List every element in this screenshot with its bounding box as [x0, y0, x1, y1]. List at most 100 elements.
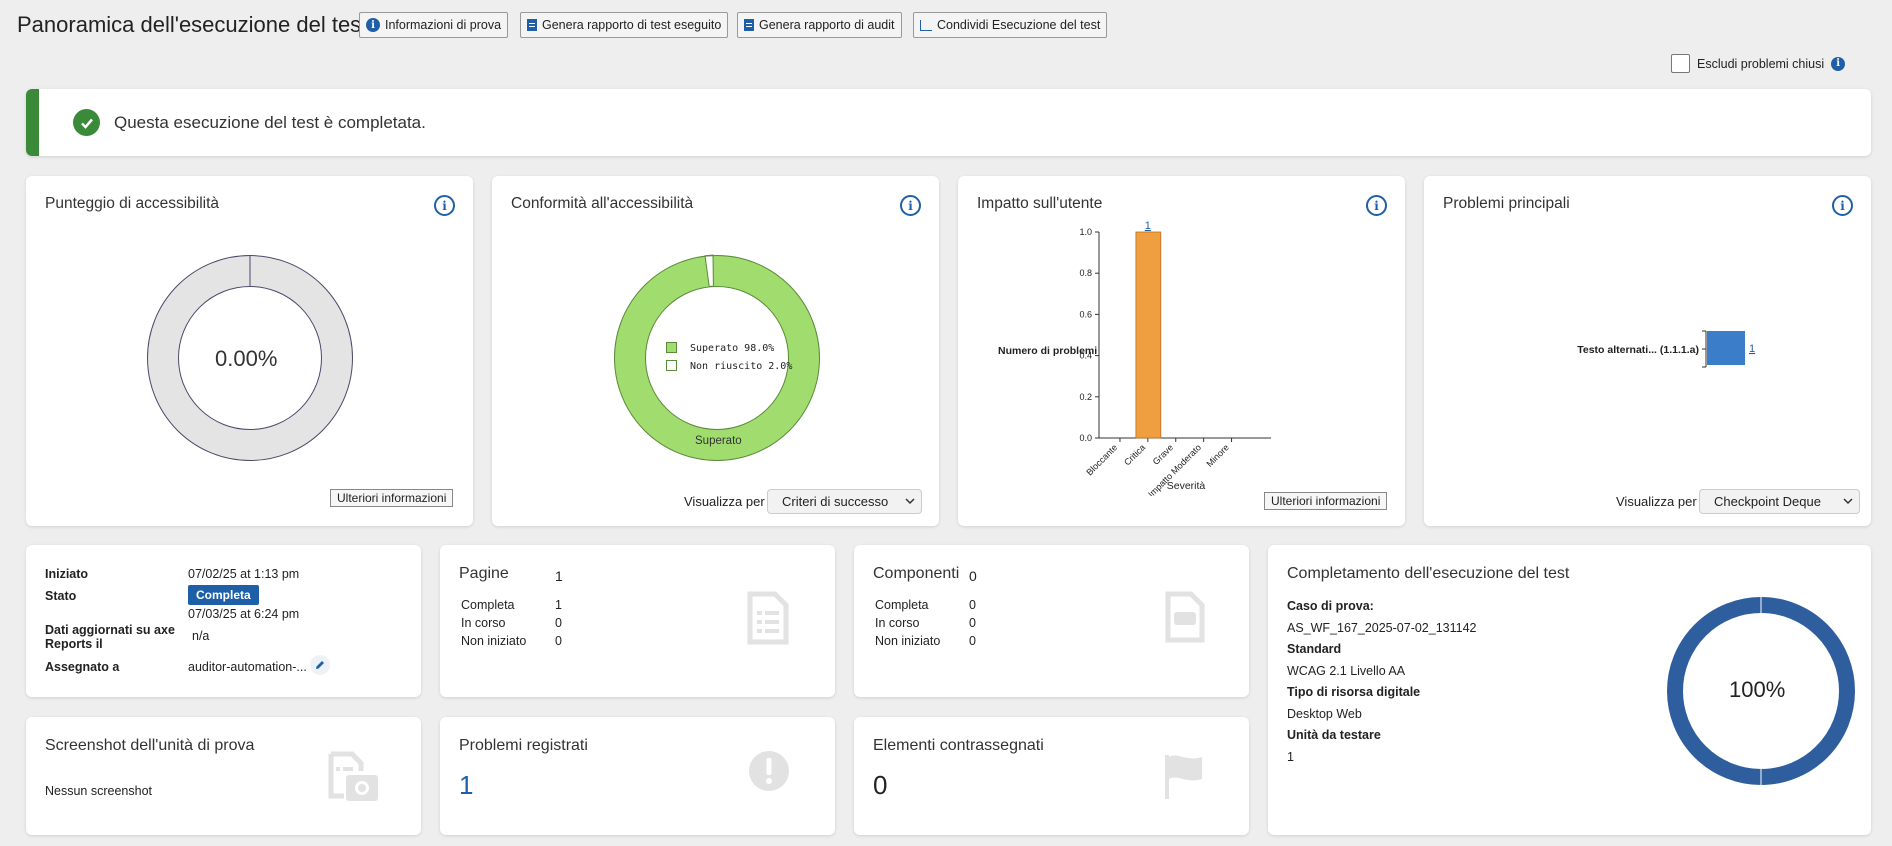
test-case-label: Caso di prova:: [1287, 599, 1374, 613]
x-tick-label: Bloccante: [1084, 442, 1119, 477]
info-icon: i: [366, 18, 380, 32]
slice-label: Superato: [695, 435, 742, 447]
top-issues-chart: Testo alternati... (1.1.1.a) 1: [1577, 330, 1755, 368]
row-label: Completa: [461, 598, 515, 612]
conformance-donut: [614, 254, 820, 461]
exclamation-icon: [749, 751, 789, 791]
card-title: Punteggio di accessibilità: [45, 195, 220, 212]
issues-count-link[interactable]: 1: [459, 770, 474, 800]
run-report-label: Genera rapporto di test eseguito: [542, 18, 722, 32]
completion-banner: Questa esecuzione del test è completata.: [26, 89, 1871, 156]
asset-type-value: Desktop Web: [1287, 707, 1362, 721]
units-label: Unità da testare: [1287, 728, 1381, 742]
info-icon[interactable]: i: [434, 195, 455, 216]
view-by-label: Visualizza per: [1616, 494, 1697, 509]
generate-audit-report-button[interactable]: Genera rapporto di audit: [737, 12, 902, 38]
category-label: Testo alternati... (1.1.1.a): [1577, 344, 1699, 356]
row-label: In corso: [875, 616, 920, 630]
accessibility-score-card: Punteggio di accessibilità i 0.00% Ulter…: [26, 176, 473, 526]
units-value: 1: [1287, 750, 1294, 764]
legend-fail-label: Non riuscito 2.0%: [690, 361, 793, 372]
y-axis-title: Numero di problemi: [998, 345, 1097, 357]
document-icon: [527, 19, 537, 31]
score-value: 0.00%: [215, 346, 278, 371]
issue-bar: [1707, 331, 1745, 365]
view-by-label: Visualizza per: [684, 494, 765, 509]
card-title: Problemi principali: [1443, 195, 1570, 212]
started-value: 07/02/25 at 1:13 pm: [188, 567, 300, 581]
pencil-icon: [316, 661, 324, 669]
card-title: Problemi registrati: [459, 737, 588, 754]
share-run-button[interactable]: Condividi Esecuzione del test: [913, 12, 1108, 38]
reports-value: n/a: [192, 629, 210, 643]
components-count: 0: [969, 568, 977, 584]
info-icon[interactable]: i: [1831, 56, 1846, 71]
x-tick-label: Minore: [1204, 442, 1231, 469]
impact-bar: [1135, 231, 1162, 439]
exclude-closed-toggle: Escludi problemi chiusi i: [1671, 54, 1846, 73]
x-tick-label: Grave: [1151, 442, 1175, 466]
y-tick-label: 0.8: [1079, 268, 1092, 278]
view-by-value: Criteri di successo: [782, 494, 889, 509]
card-title: Impatto sull'utente: [977, 195, 1103, 212]
share-label: Condividi Esecuzione del test: [937, 18, 1101, 32]
row-value: 0: [969, 616, 976, 630]
card-title: Componenti: [873, 565, 960, 582]
document-icon: [744, 19, 754, 31]
row-value: 0: [969, 634, 976, 648]
generate-run-report-button[interactable]: Genera rapporto di test eseguito: [520, 12, 729, 38]
view-by-select[interactable]: Checkpoint Deque: [1699, 489, 1860, 514]
info-icon[interactable]: i: [1366, 195, 1387, 216]
score-donut: [147, 255, 353, 461]
chevron-down-icon: [905, 498, 915, 505]
standard-value: WCAG 2.1 Livello AA: [1287, 664, 1406, 678]
banner-message: Questa esecuzione del test è completata.: [114, 113, 426, 132]
flagged-elements-card: Elementi contrassegnati 0: [854, 717, 1249, 835]
test-info-button[interactable]: i Informazioni di prova: [359, 12, 509, 38]
impact-chart: 0.0 0.2 0.4 0.6 0.8 1.0 Bloccante Critica 1 Grave…: [998, 220, 1271, 496]
y-tick-label: 1.0: [1079, 227, 1092, 237]
run-completion-card: Completamento dell'esecuzione del test C…: [1268, 545, 1871, 835]
bar-value-label: 1: [1145, 220, 1151, 232]
banner-accent: [26, 89, 39, 156]
audit-report-label: Genera rapporto di audit: [759, 18, 895, 32]
exclude-closed-checkbox[interactable]: [1671, 54, 1690, 73]
card-title: Pagine: [459, 565, 509, 582]
legend-pass-swatch: [666, 342, 677, 353]
document-list-icon: [747, 591, 789, 645]
y-tick-label: 0.4: [1079, 351, 1092, 361]
recorded-issues-card: Problemi registrati 1: [440, 717, 835, 835]
assigned-value: auditor-automation-...: [188, 660, 307, 674]
more-info-button[interactable]: Ulteriori informazioni: [1264, 492, 1388, 510]
test-case-value: AS_WF_167_2025-07-02_131142: [1287, 621, 1477, 635]
share-icon: [920, 19, 932, 31]
components-card: Componenti 0 Completa 0 In corso 0 Non i…: [854, 545, 1249, 697]
more-info-button[interactable]: Ulteriori informazioni: [330, 489, 454, 507]
test-info-label: Informazioni di prova: [385, 18, 502, 32]
status-label: Stato: [45, 589, 77, 603]
info-icon[interactable]: i: [900, 195, 921, 216]
x-axis-title: Severità: [1167, 480, 1206, 492]
user-impact-card: Impatto sull'utente i 0.0 0.2 0.4 0.6 0.8 1.0…: [958, 176, 1405, 526]
updated-label-line2: Reports il: [45, 637, 103, 651]
view-by-select[interactable]: Criteri di successo: [767, 489, 922, 514]
info-icon[interactable]: i: [1832, 195, 1853, 216]
edit-assignee-button[interactable]: [310, 655, 330, 675]
inner-line: [645, 286, 789, 430]
top-issues-card: Problemi principali i Testo alternati...…: [1424, 176, 1871, 526]
row-value: 0: [969, 598, 976, 612]
started-label: Iniziato: [45, 567, 89, 581]
updated-value: 07/03/25 at 6:24 pm: [188, 607, 300, 621]
card-title: Completamento dell'esecuzione del test: [1287, 565, 1570, 582]
completion-donut: [1667, 597, 1855, 785]
score-inner-line: [178, 286, 322, 430]
outer-line: [614, 255, 820, 461]
row-label: Non iniziato: [461, 634, 527, 648]
view-by-value: Checkpoint Deque: [1714, 494, 1821, 509]
exclude-closed-label: Escludi problemi chiusi: [1697, 56, 1825, 71]
run-details-card: Iniziato 07/02/25 at 1:13 pm Stato Compl…: [26, 545, 421, 697]
card-title: Conformità all'accessibilità: [511, 195, 694, 212]
chevron-down-icon: [1843, 498, 1853, 505]
check-icon: [73, 109, 100, 136]
page-title: Panoramica dell'esecuzione del test: [17, 12, 368, 37]
